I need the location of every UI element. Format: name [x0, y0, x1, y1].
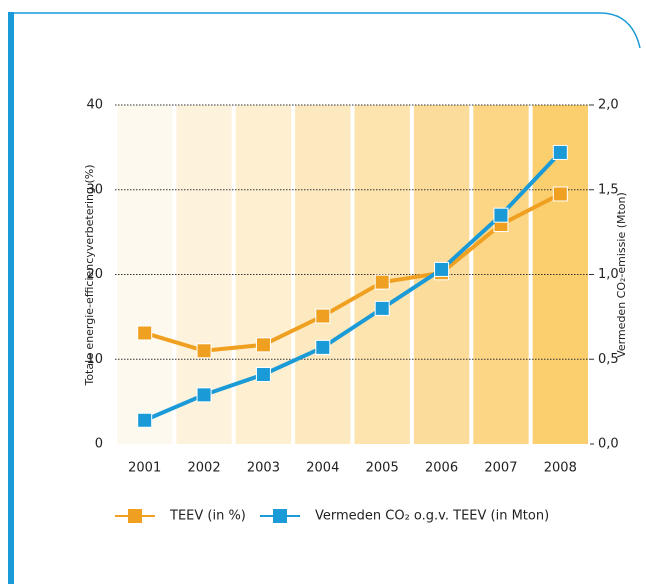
point-marker: [552, 186, 568, 202]
y-tick-label: 0: [95, 437, 103, 452]
frame: [14, 12, 641, 49]
y-tick-label: 20: [86, 267, 103, 282]
point-marker: [196, 343, 212, 359]
x-tick-label: 2006: [425, 461, 458, 476]
x-tick-label: 2002: [188, 461, 221, 476]
y2-tick-label: 0,5: [598, 352, 619, 367]
x-tick-label: 2001: [128, 461, 161, 476]
point-marker: [374, 274, 390, 290]
point-marker: [374, 300, 390, 316]
point-marker: [434, 261, 450, 277]
x-tick-label: 2005: [366, 461, 399, 476]
y-tick-label: 10: [86, 352, 103, 367]
series-line: [144, 192, 562, 353]
x-tick-label: 2008: [544, 461, 577, 476]
series-line: [143, 151, 562, 423]
point-marker: [315, 339, 331, 355]
point-marker: [552, 144, 568, 160]
point-marker: [493, 207, 509, 223]
y2-axis-label: Vermeden CO₂-emissie (Mton): [615, 192, 628, 358]
point-marker: [196, 387, 212, 403]
y-tick-label: 30: [86, 182, 103, 197]
legend-label: TEEV (in %): [169, 509, 246, 524]
legend-label: Vermeden CO₂ o.g.v. TEEV (in Mton): [315, 509, 549, 524]
point-marker: [255, 337, 271, 353]
legend-marker: [273, 509, 287, 523]
x-tick-label: 2004: [306, 461, 339, 476]
y-tick-label: 40: [86, 98, 103, 113]
point-marker: [315, 308, 331, 324]
y2-tick-label: 2,0: [598, 98, 619, 113]
legend-marker: [128, 509, 142, 523]
side-bar: [8, 12, 14, 584]
x-tick-label: 2007: [484, 461, 517, 476]
point-marker: [137, 412, 153, 428]
y2-tick-label: 0,0: [598, 437, 619, 452]
point-marker: [255, 367, 271, 383]
y2-tick-label: 1,0: [598, 267, 619, 282]
y2-tick-label: 1,5: [598, 182, 619, 197]
point-marker: [137, 325, 153, 341]
y-axis-label: Totale energie-efficiencyverbetering (%): [83, 164, 96, 386]
x-tick-label: 2003: [247, 461, 280, 476]
